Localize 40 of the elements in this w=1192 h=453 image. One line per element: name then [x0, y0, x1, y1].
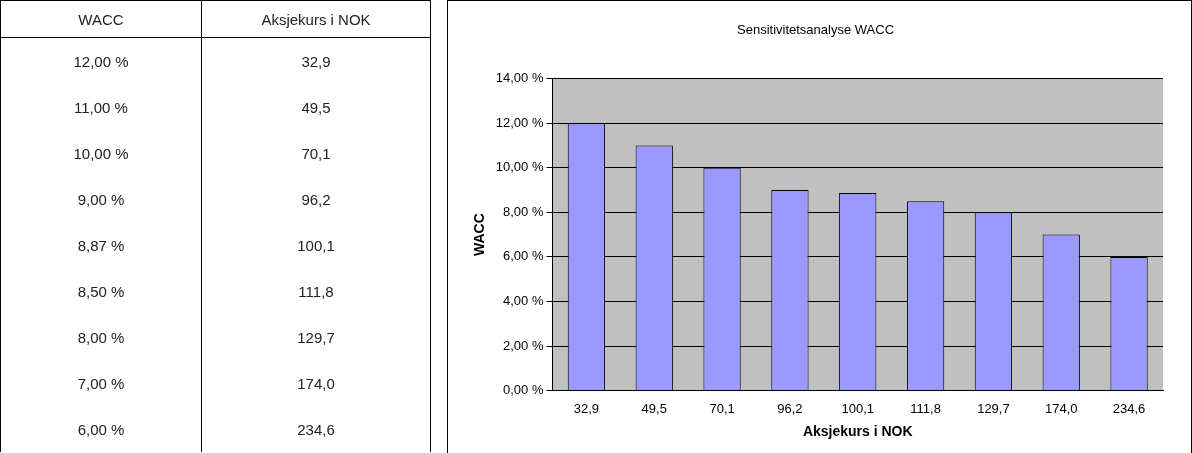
text: 234,6 [296, 419, 336, 440]
y-tick-label: 14,00 % [495, 70, 544, 86]
x-tick-label: 49,5 [641, 400, 667, 416]
text: 10,00 % [0, 130, 202, 176]
text: Aksjekurs i NOK [201, 0, 431, 38]
y-tick-label: 0,00 % [503, 382, 544, 398]
x-tick-label: 129,7 [977, 400, 1010, 416]
text: 174,0 [296, 373, 336, 394]
x-tick-label: 100,1 [841, 400, 875, 416]
text: 111,8 [297, 281, 335, 302]
text: 6,00 % [0, 406, 202, 452]
x-tick-label: 234,6 [1112, 400, 1146, 416]
x-tick-label: 70,1 [709, 400, 735, 416]
y-tick-label: 12,00 % [495, 114, 544, 130]
text: 11,00 % [0, 84, 202, 130]
y-tick-label: 2,00 % [503, 337, 544, 353]
x-tick-label: 174,0 [1044, 400, 1078, 416]
text: 9,00 % [0, 176, 202, 222]
chart-title: Sensitivitetsanalyse WACC [736, 22, 895, 38]
text: 32,9 [300, 51, 332, 72]
x-tick-label: 111,8 [910, 400, 941, 416]
text: WACC [0, 0, 202, 38]
text: 8,50 % [0, 268, 202, 314]
text: 12,00 % [0, 37, 202, 84]
y-tick-label: 8,00 % [503, 203, 544, 219]
y-tick-label: 10,00 % [495, 159, 544, 175]
x-tick-label: 96,2 [777, 400, 803, 416]
y-tick-label: 4,00 % [503, 293, 544, 309]
text: 7,00 % [0, 360, 202, 406]
text: 8,00 % [0, 314, 202, 360]
text: 100,1 [296, 235, 336, 256]
y-tick-label: 6,00 % [503, 248, 544, 264]
text: 96,2 [300, 189, 332, 210]
text: 49,5 [300, 97, 332, 118]
x-tick-label: 32,9 [573, 400, 600, 416]
text: 129,7 [296, 327, 336, 348]
text: 70,1 [300, 143, 332, 164]
y-axis-title: WACC [471, 213, 488, 256]
x-axis-title: Aksjekurs i NOK [802, 423, 913, 440]
text: 8,87 % [0, 222, 202, 268]
